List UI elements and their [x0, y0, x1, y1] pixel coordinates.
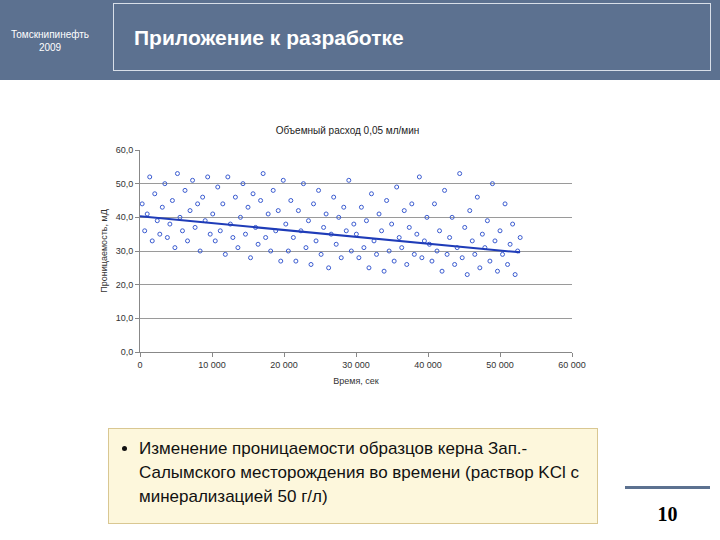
svg-text:30 000: 30 000: [342, 360, 370, 370]
svg-text:30,0: 30,0: [116, 246, 134, 256]
svg-text:60 000: 60 000: [558, 360, 586, 370]
svg-text:60,0: 60,0: [116, 145, 134, 155]
svg-text:0: 0: [137, 360, 142, 370]
html-text:Томскнипинефть: Томскнипинефть: [10, 29, 90, 40]
html-text:Изменение проницаемости образц: Изменение проницаемости образцов керна З…: [139, 439, 579, 506]
svg-text:Время, сек: Время, сек: [333, 376, 379, 386]
svg-text:Проницаемость, мД: Проницаемость, мД: [99, 209, 109, 292]
svg-text:20,0: 20,0: [116, 280, 134, 290]
svg-text:40 000: 40 000: [414, 360, 442, 370]
html-text:10: 10: [657, 503, 678, 525]
svg-text:0,0: 0,0: [121, 347, 134, 357]
html-text:2009: 2009: [38, 42, 62, 53]
svg-text:20 000: 20 000: [270, 360, 298, 370]
svg-text:40,0: 40,0: [116, 212, 134, 222]
html-text:Приложение к разработке: Приложение к разработке: [134, 26, 404, 49]
svg-text:50 000: 50 000: [486, 360, 514, 370]
svg-text:50,0: 50,0: [116, 179, 134, 189]
svg-text:Объемный расход 0,05 мл/мин: Объемный расход 0,05 мл/мин: [276, 125, 420, 136]
svg-text:10 000: 10 000: [198, 360, 226, 370]
svg-text:10,0: 10,0: [116, 313, 134, 323]
